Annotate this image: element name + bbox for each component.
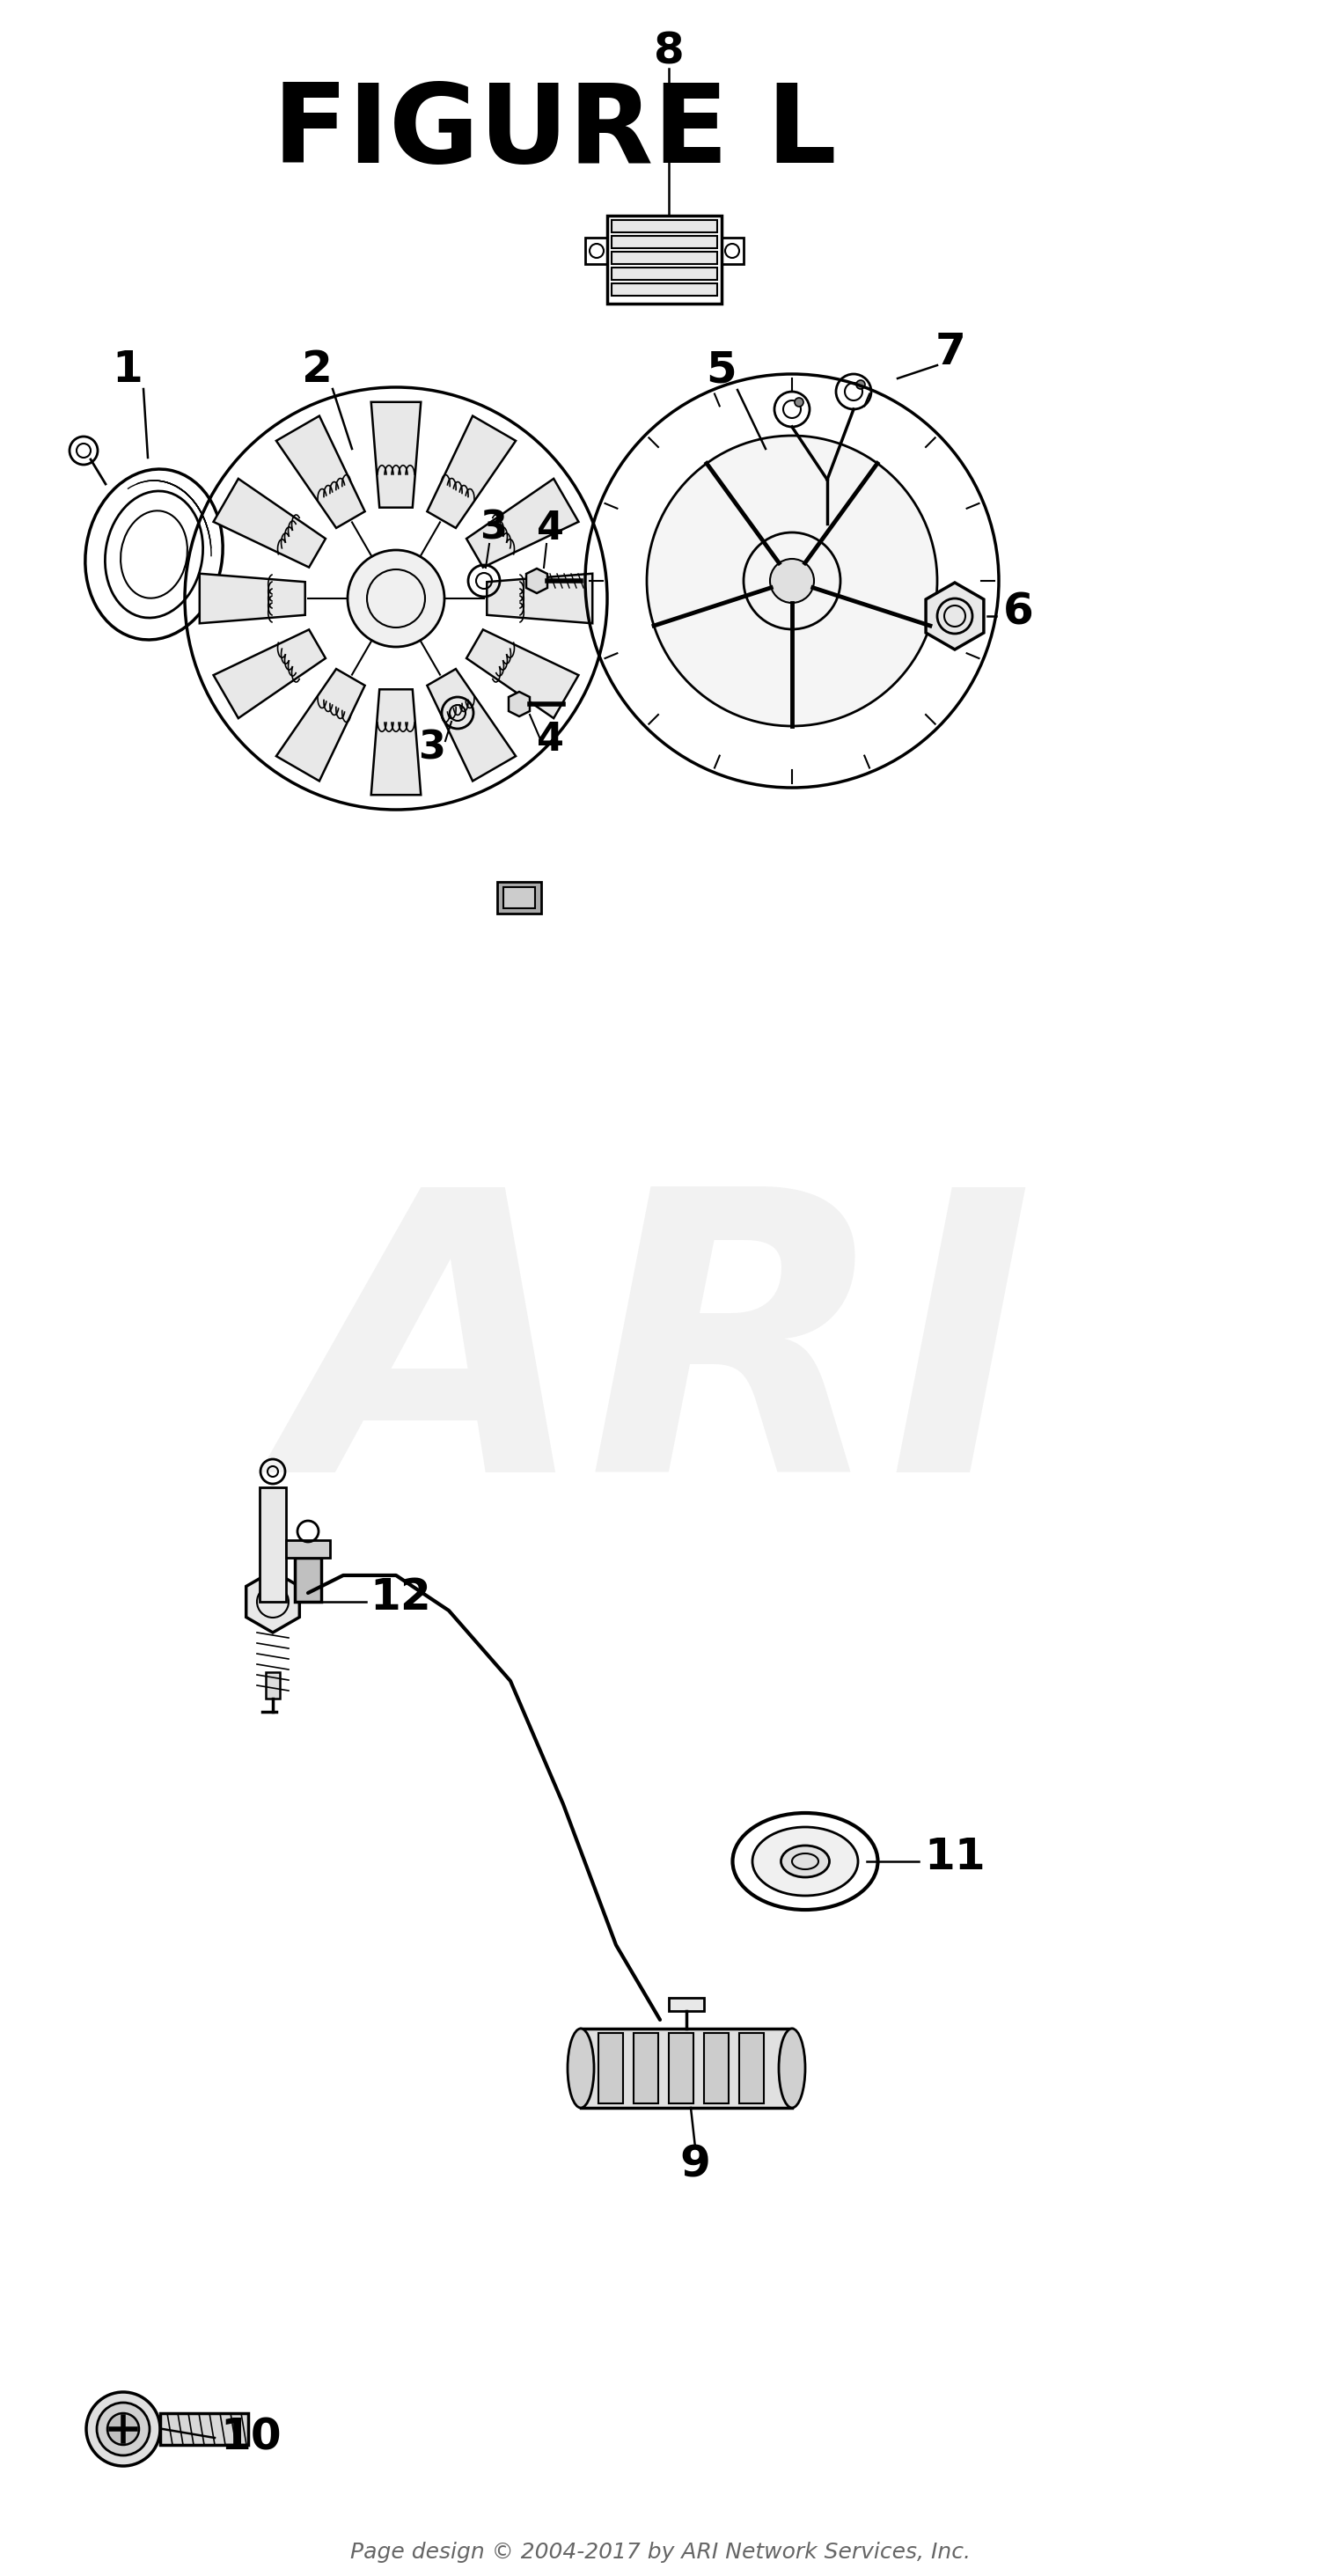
Text: 12: 12 xyxy=(370,1577,430,1618)
Bar xyxy=(503,886,535,909)
Polygon shape xyxy=(487,574,593,623)
Bar xyxy=(611,268,717,281)
Bar xyxy=(286,1540,330,1558)
Bar xyxy=(739,2032,764,2105)
Circle shape xyxy=(795,397,804,407)
Polygon shape xyxy=(925,582,983,649)
Polygon shape xyxy=(276,670,364,781)
Circle shape xyxy=(770,559,814,603)
Text: 7: 7 xyxy=(935,330,966,374)
Bar xyxy=(581,2027,792,2107)
Polygon shape xyxy=(466,479,578,567)
Bar xyxy=(611,283,717,296)
Circle shape xyxy=(857,381,865,389)
Text: FIGURE L: FIGURE L xyxy=(273,80,837,185)
Bar xyxy=(160,2414,248,2445)
Ellipse shape xyxy=(781,1844,829,1878)
Circle shape xyxy=(96,2403,149,2455)
Bar xyxy=(669,1999,704,2012)
Polygon shape xyxy=(371,690,421,796)
Text: 6: 6 xyxy=(1003,590,1034,634)
Ellipse shape xyxy=(752,1826,858,1896)
Polygon shape xyxy=(466,629,578,719)
Polygon shape xyxy=(428,670,516,781)
Text: 2: 2 xyxy=(301,348,333,392)
Polygon shape xyxy=(508,693,529,716)
Circle shape xyxy=(647,435,937,726)
Bar xyxy=(260,1486,286,1602)
Polygon shape xyxy=(199,574,305,623)
Text: 9: 9 xyxy=(680,2143,710,2187)
Bar xyxy=(611,219,717,232)
Ellipse shape xyxy=(568,2027,594,2107)
Text: 10: 10 xyxy=(220,2416,281,2460)
Bar xyxy=(634,2032,659,2105)
Polygon shape xyxy=(214,479,326,567)
Bar xyxy=(607,216,722,304)
Bar xyxy=(611,237,717,247)
Polygon shape xyxy=(527,569,548,592)
Bar xyxy=(498,881,541,914)
Bar xyxy=(669,2032,693,2105)
Polygon shape xyxy=(276,415,364,528)
Bar xyxy=(704,2032,729,2105)
Polygon shape xyxy=(214,629,326,719)
Bar xyxy=(294,1558,321,1602)
Text: 4: 4 xyxy=(536,721,564,757)
Text: 8: 8 xyxy=(653,31,684,72)
Bar xyxy=(598,2032,623,2105)
Polygon shape xyxy=(371,402,421,507)
Circle shape xyxy=(107,2414,139,2445)
Bar xyxy=(611,252,717,263)
Circle shape xyxy=(86,2393,160,2465)
Polygon shape xyxy=(246,1571,300,1633)
Text: Page design © 2004-2017 by ARI Network Services, Inc.: Page design © 2004-2017 by ARI Network S… xyxy=(350,2543,970,2563)
Text: 11: 11 xyxy=(924,1837,985,1878)
Text: 4: 4 xyxy=(536,510,564,546)
Text: 3: 3 xyxy=(417,729,445,768)
Ellipse shape xyxy=(779,2027,805,2107)
Polygon shape xyxy=(428,415,516,528)
Text: 3: 3 xyxy=(479,510,507,546)
Circle shape xyxy=(347,551,445,647)
Text: ARI: ARI xyxy=(285,1175,1035,1553)
Bar xyxy=(265,1672,280,1698)
Text: 1: 1 xyxy=(112,348,143,392)
Text: 5: 5 xyxy=(706,348,737,392)
